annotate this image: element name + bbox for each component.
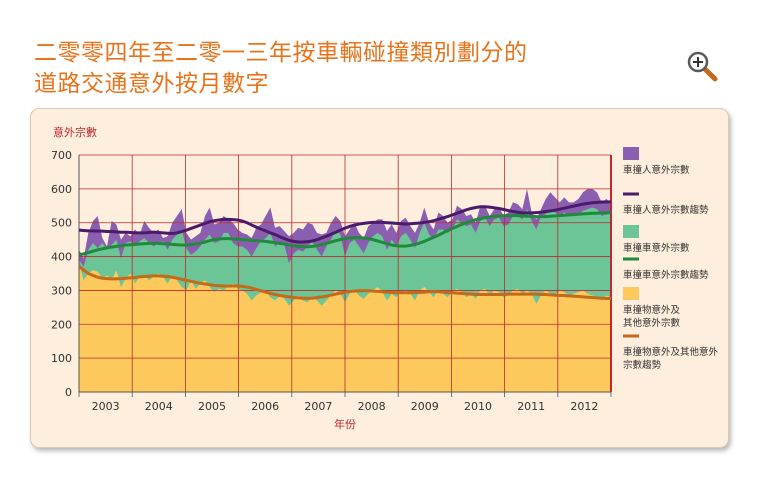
x-tick-label: 2008 (358, 400, 386, 413)
x-tick-label: 2012 (570, 400, 598, 413)
y-tick-label: 600 (51, 183, 72, 196)
chart-panel: 0 100 200 300 400 500 600 700 2003 2004 2005 2006 20… (30, 108, 729, 448)
x-tick-label: 2010 (464, 400, 492, 413)
x-tick-label: 2009 (411, 400, 439, 413)
legend-label: 車撞人意外宗數 (623, 164, 690, 176)
x-axis-label: 年份 (334, 417, 356, 431)
y-tick-label: 200 (51, 318, 72, 331)
y-tick-label: 400 (51, 251, 72, 264)
legend-swatch (623, 225, 639, 238)
zoom-in-icon[interactable] (686, 50, 722, 86)
legend-label: 宗數趨勢 (623, 359, 662, 371)
x-tick-label: 2011 (517, 400, 545, 413)
title-line-1: 二零零四年至二零一三年按車輛碰撞類別劃分的 (34, 40, 528, 66)
page-title: 二零零四年至二零一三年按車輛碰撞類別劃分的 道路交通意外按月數字 (34, 38, 528, 100)
legend-label: 車撞物意外及 (623, 304, 681, 316)
y-tick-label: 500 (51, 217, 72, 230)
legend-label: 車撞物意外及其他意外 (623, 346, 719, 358)
y-tick-label: 700 (51, 149, 72, 162)
legend-swatch (623, 147, 639, 160)
title-line-2: 道路交通意外按月數字 (34, 71, 269, 97)
series-line-vehicle-vehicle-trend (78, 211, 612, 257)
legend-item: 車撞人意外宗數趨勢 (623, 192, 709, 216)
x-tick-label: 2003 (92, 400, 120, 413)
y-tick-label: 0 (65, 386, 72, 399)
legend-item: 車撞車意外宗數 (623, 225, 690, 254)
x-tick-label: 2004 (145, 400, 173, 413)
x-tick-label: 2006 (251, 400, 279, 413)
legend-swatch (623, 287, 639, 300)
chart-svg: 0 100 200 300 400 500 600 700 2003 2004 2005 2006 20… (51, 125, 719, 431)
series-line-vehicle-pedestrian-trend (78, 200, 612, 244)
legend-item: 車撞車意外宗數趨勢 (623, 257, 709, 281)
legend-label: 車撞人意外宗數趨勢 (623, 204, 709, 216)
x-tick-label: 2005 (198, 400, 226, 413)
series-line-vehicle-object-trend (78, 264, 611, 301)
y-axis-label: 意外宗數 (53, 125, 97, 139)
legend-label: 車撞車意外宗數 (623, 242, 690, 254)
legend-item: 車撞人意外宗數 (623, 147, 690, 176)
x-tick-label: 2007 (304, 400, 332, 413)
y-tick-label: 100 (51, 352, 72, 365)
legend-label: 車撞車意外宗數趨勢 (623, 269, 709, 281)
y-tick-label: 300 (51, 284, 72, 297)
legend-label: 其他意外宗數 (623, 317, 681, 329)
